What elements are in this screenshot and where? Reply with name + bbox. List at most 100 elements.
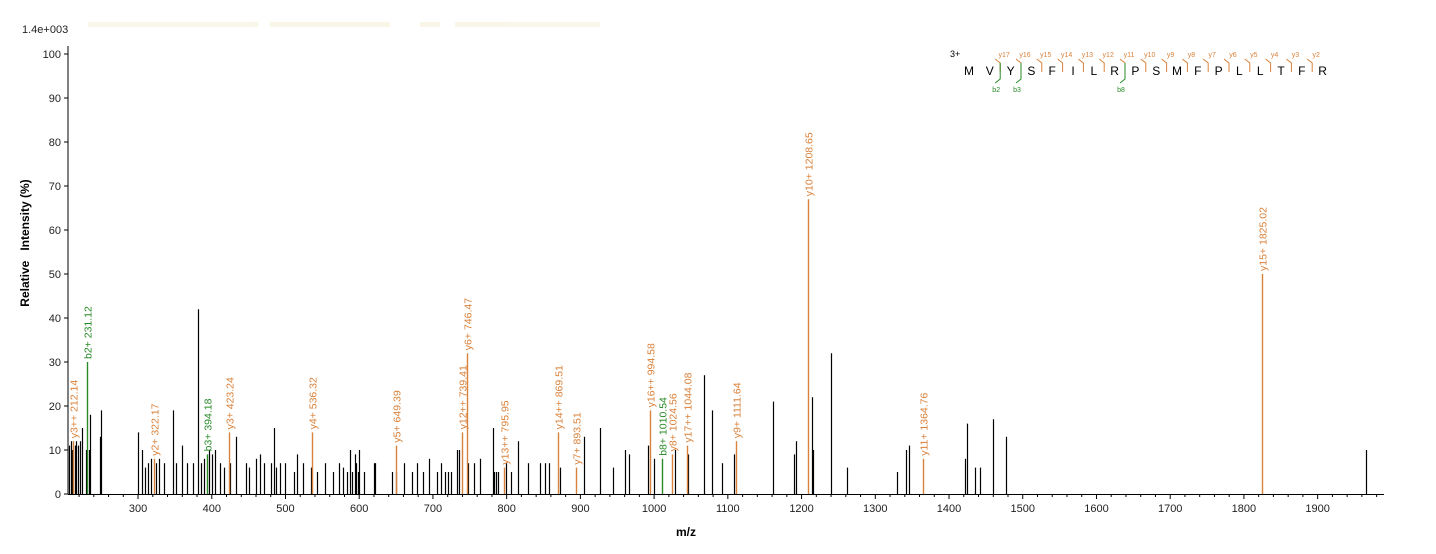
sequence-residue: F bbox=[1049, 64, 1056, 78]
y-ion-label: y4 bbox=[1271, 52, 1279, 59]
charge-state-label: 3+ bbox=[950, 49, 960, 59]
sequence-residue: L bbox=[1236, 64, 1243, 78]
y-tick-label: 30 bbox=[49, 357, 61, 369]
sequence-residue: T bbox=[1277, 64, 1285, 78]
peak-label: y7+ 893.51 bbox=[572, 412, 584, 464]
peak-label: y17++ 1044.08 bbox=[683, 372, 695, 442]
peak-label: b8+ 1010.54 bbox=[658, 397, 670, 456]
y-ion-label: y15 bbox=[1040, 52, 1051, 59]
sequence-residue: M bbox=[964, 64, 974, 78]
annotated-peaks-layer: y3++ 212.14 b2+ 231.12 y2+ 322.17 b3+ 394.1… bbox=[69, 132, 1270, 494]
y-ion-cleavage-mark bbox=[1306, 58, 1313, 72]
x-tick-label: 700 bbox=[424, 503, 442, 515]
peak-label: b3+ 394.18 bbox=[203, 398, 215, 451]
x-tick-label: 600 bbox=[350, 503, 368, 515]
peak-label: y9+ 1111.64 bbox=[732, 382, 744, 438]
y-tick-label: 60 bbox=[49, 225, 61, 237]
sequence-residue: V bbox=[986, 64, 994, 78]
sequence-y-ions: y17 y16 y15 y14 y13 y12 y11 y10 y9 y8 y7 y6 y5 y4 y3 y2 bbox=[994, 52, 1320, 72]
sequence-residue: P bbox=[1131, 64, 1139, 78]
y-ion-cleavage-mark bbox=[1223, 58, 1230, 72]
y-tick-label: 70 bbox=[49, 181, 61, 193]
y-tick-label: 0 bbox=[55, 489, 61, 501]
y-ion-cleavage-mark bbox=[1265, 58, 1272, 72]
y-ion-label: y5 bbox=[1250, 52, 1258, 59]
sequence-residue: I bbox=[1071, 64, 1074, 78]
x-tick-label: 1100 bbox=[716, 503, 740, 515]
sequence-residue: F bbox=[1194, 64, 1201, 78]
sequence-residue: S bbox=[1152, 64, 1160, 78]
sequence-residue: Y bbox=[1007, 64, 1015, 78]
b-ion-cleavage-mark bbox=[1119, 63, 1126, 84]
peak-label: y15+ 1825.02 bbox=[1258, 207, 1270, 271]
x-tick-label: 400 bbox=[203, 503, 221, 515]
peak-label: y10+ 1208.65 bbox=[804, 132, 816, 196]
x-tick-label: 900 bbox=[571, 503, 589, 515]
peak-label: y3+ 423.24 bbox=[225, 377, 237, 429]
y-ticks: 0 10 20 30 40 50 60 70 80 90 100 bbox=[43, 49, 68, 501]
y-tick-label: 100 bbox=[43, 49, 61, 61]
y-axis-title: Relative Intensity (%) bbox=[18, 179, 32, 306]
y-ion-cleavage-mark bbox=[1078, 58, 1084, 72]
y-ion-cleavage-mark bbox=[1286, 58, 1292, 72]
x-tick-label: 1600 bbox=[1084, 503, 1108, 515]
y-ion-cleavage-mark bbox=[1202, 58, 1209, 72]
y-tick-label: 90 bbox=[49, 93, 61, 105]
y-tick-label: 10 bbox=[49, 445, 61, 457]
x-tick-label: 300 bbox=[129, 503, 147, 515]
x-tick-label: 1900 bbox=[1305, 503, 1329, 515]
y-ion-cleavage-mark bbox=[1015, 58, 1022, 72]
x-tick-label: 1400 bbox=[937, 503, 961, 515]
peak-label: y14++ 869.51 bbox=[554, 365, 566, 429]
x-tick-label: 500 bbox=[276, 503, 294, 515]
sequence-residue: R bbox=[1318, 64, 1327, 78]
sequence-residue: P bbox=[1215, 64, 1223, 78]
peak-label: y8+ 1024.56 bbox=[668, 393, 680, 451]
y-ion-cleavage-mark bbox=[1036, 58, 1043, 72]
b-ion-cleavage-mark bbox=[1015, 63, 1022, 84]
x-tick-label: 1000 bbox=[642, 503, 666, 515]
y-tick-label: 20 bbox=[49, 401, 61, 413]
sequence-residue: M bbox=[1172, 64, 1182, 78]
peak-label: y5+ 649.39 bbox=[392, 390, 404, 442]
peak-label: y3++ 212.14 bbox=[69, 380, 81, 439]
y-ion-label: y6 bbox=[1229, 52, 1237, 59]
y-ion-cleavage-mark bbox=[1140, 58, 1147, 72]
sequence-residue: L bbox=[1090, 64, 1097, 78]
x-tick-label: 1800 bbox=[1232, 503, 1256, 515]
sequence-residue: S bbox=[1027, 64, 1035, 78]
y-ion-label: y7 bbox=[1208, 52, 1216, 59]
y-tick-label: 50 bbox=[49, 269, 61, 281]
y-ion-cleavage-mark bbox=[1182, 58, 1188, 72]
b-ion-label: b2 bbox=[992, 87, 1000, 94]
b-ion-label: b8 bbox=[1117, 87, 1125, 94]
x-tick-label: 1500 bbox=[1011, 503, 1035, 515]
x-tick-label: 1300 bbox=[863, 503, 887, 515]
intensity-scale-label: 1.4e+003 bbox=[22, 24, 68, 36]
y-ion-label: y17 bbox=[999, 52, 1010, 59]
peak-label: y13++ 795.95 bbox=[500, 400, 512, 464]
peaks-layer bbox=[68, 309, 1368, 494]
y-tick-label: 40 bbox=[49, 313, 61, 325]
y-ion-label: y9 bbox=[1167, 52, 1175, 59]
y-ion-cleavage-mark bbox=[1244, 58, 1251, 72]
y-ion-cleavage-mark bbox=[1119, 58, 1126, 72]
peak-label: b2+ 231.12 bbox=[83, 306, 95, 359]
y-ion-label: y10 bbox=[1144, 52, 1155, 59]
b-ion-label: b3 bbox=[1013, 87, 1021, 94]
faded-header-strip bbox=[88, 22, 600, 27]
y-ion-label: y16 bbox=[1019, 52, 1030, 59]
y-ion-label: y8 bbox=[1188, 52, 1196, 59]
y-ion-label: y11 bbox=[1124, 52, 1135, 59]
y-ion-label: y3 bbox=[1292, 52, 1300, 59]
sequence-b-ions: b2 b3 b8 bbox=[992, 63, 1126, 94]
b-ion-cleavage-mark bbox=[994, 63, 1001, 84]
x-axis-title: m/z bbox=[676, 525, 696, 539]
sequence-residue: L bbox=[1257, 64, 1264, 78]
peak-label: y16++ 994.58 bbox=[646, 343, 658, 407]
y-ion-label: y14 bbox=[1061, 52, 1072, 59]
x-tick-label: 800 bbox=[497, 503, 515, 515]
